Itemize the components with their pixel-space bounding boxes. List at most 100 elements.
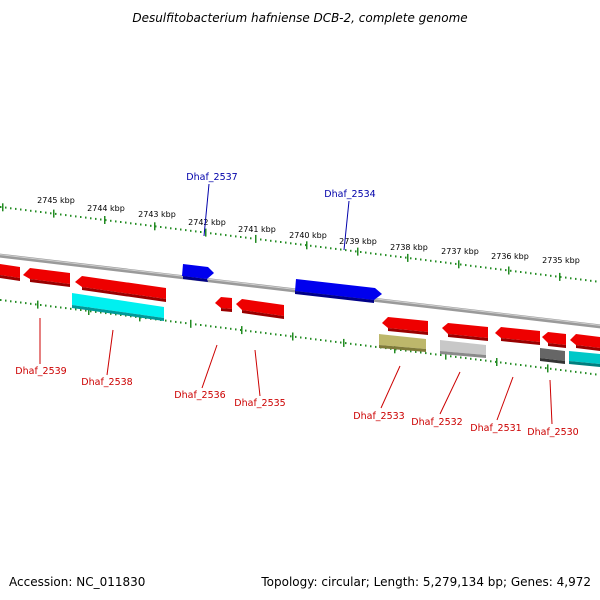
minor-tick	[275, 240, 277, 243]
gene-feature[interactable]	[30, 279, 70, 287]
minor-tick	[245, 236, 247, 239]
gene-label[interactable]: Dhaf_2539	[15, 366, 66, 377]
minor-tick	[225, 327, 227, 330]
minor-tick	[360, 344, 362, 346]
gene-label[interactable]: Dhaf_2536	[174, 390, 225, 401]
rna-feature[interactable]	[72, 293, 164, 318]
gene-feature[interactable]	[382, 317, 428, 332]
pseudo-feature[interactable]	[440, 340, 486, 355]
minor-tick	[95, 310, 97, 313]
gene-feature[interactable]	[0, 264, 20, 278]
minor-tick	[150, 224, 152, 227]
minor-tick	[480, 359, 482, 361]
gene-feature[interactable]	[242, 310, 284, 319]
gene-feature[interactable]	[82, 287, 166, 302]
gene-feature[interactable]	[442, 323, 488, 338]
gene-leader-line	[343, 200, 350, 251]
minor-tick	[135, 222, 137, 225]
minor-tick	[70, 214, 72, 217]
minor-tick	[80, 216, 82, 218]
other-feature[interactable]	[540, 358, 565, 364]
gene-feature[interactable]	[182, 264, 214, 279]
minor-tick	[485, 266, 487, 269]
rna-feature[interactable]	[569, 361, 600, 367]
genome-summary-text: Topology: circular; Length: 5,279,134 bp…	[261, 575, 591, 589]
gene-label[interactable]: Dhaf_2534	[324, 189, 375, 200]
minor-tick	[260, 238, 262, 241]
minor-tick	[415, 257, 417, 260]
minor-tick	[480, 266, 482, 268]
minor-tick	[595, 280, 597, 283]
minor-tick	[195, 230, 197, 233]
minor-tick	[565, 276, 567, 279]
other-feature[interactable]	[540, 348, 565, 361]
minor-tick	[290, 242, 292, 245]
minor-tick	[300, 336, 302, 339]
gene-feature[interactable]	[75, 276, 166, 299]
gene-feature[interactable]	[495, 327, 540, 342]
minor-tick	[0, 299, 2, 301]
gene-feature[interactable]	[236, 299, 284, 316]
gene-feature[interactable]	[388, 328, 428, 335]
gene-feature[interactable]	[221, 308, 232, 312]
minor-tick	[530, 272, 532, 275]
minor-tick	[30, 302, 32, 305]
gene-label[interactable]: Dhaf_2533	[353, 411, 404, 422]
minor-tick	[250, 237, 252, 240]
minor-tick	[500, 268, 502, 271]
pseudo-feature[interactable]	[440, 351, 486, 358]
minor-tick	[550, 274, 552, 277]
minor-tick	[530, 365, 532, 368]
gene-label[interactable]: Dhaf_2538	[81, 377, 132, 388]
minor-tick	[400, 256, 402, 258]
minor-tick	[430, 259, 432, 262]
minor-tick	[300, 243, 302, 246]
minor-tick	[170, 227, 172, 230]
minor-tick	[230, 327, 232, 330]
major-tick	[205, 228, 207, 237]
gene-feature[interactable]	[23, 268, 70, 284]
tick-label: 2742 kbp	[188, 218, 226, 227]
gene-label[interactable]: Dhaf_2531	[470, 423, 521, 434]
gene-label[interactable]: Dhaf_2537	[186, 172, 237, 183]
minor-tick	[270, 332, 272, 335]
minor-tick	[210, 232, 212, 235]
gene-feature[interactable]	[576, 345, 600, 351]
minor-tick	[380, 253, 382, 256]
gene-feature[interactable]	[548, 343, 566, 348]
minor-tick	[450, 355, 452, 358]
minor-tick	[305, 337, 307, 340]
gene-feature[interactable]	[501, 338, 540, 345]
gene-label[interactable]: Dhaf_2530	[527, 427, 578, 438]
tick-label: 2735 kbp	[542, 256, 580, 265]
gene-label[interactable]: Dhaf_2532	[411, 417, 462, 428]
gene-feature[interactable]	[0, 275, 20, 281]
minor-tick	[255, 330, 257, 333]
minor-tick	[365, 251, 367, 254]
minor-tick	[345, 249, 347, 252]
gene-feature[interactable]	[542, 332, 566, 345]
tick-labels: 2745 kbp 2744 kbp 2743 kbp 2742 kbp 2741 kbp…	[37, 196, 580, 265]
rna-feature[interactable]	[379, 334, 426, 349]
minor-tick	[415, 350, 417, 353]
gene-feature[interactable]	[448, 334, 488, 341]
gene-feature[interactable]	[183, 276, 208, 282]
minor-tick	[505, 269, 507, 272]
minor-tick	[90, 217, 92, 220]
major-tick	[508, 266, 510, 275]
minor-tick	[535, 365, 537, 368]
rna-feature[interactable]	[569, 351, 600, 364]
gene-feature[interactable]	[295, 279, 382, 300]
rna-feature[interactable]	[72, 305, 164, 321]
rna-feature[interactable]	[379, 345, 426, 352]
minor-tick	[70, 307, 72, 310]
gene-feature[interactable]	[570, 334, 600, 348]
minor-tick	[80, 309, 82, 311]
major-tick	[104, 216, 106, 224]
gene-feature[interactable]	[295, 291, 374, 303]
minor-tick	[145, 224, 147, 227]
minor-tick	[190, 229, 192, 232]
gene-feature[interactable]	[215, 297, 232, 309]
gene-label[interactable]: Dhaf_2535	[234, 398, 285, 409]
tick-label: 2738 kbp	[390, 243, 428, 252]
